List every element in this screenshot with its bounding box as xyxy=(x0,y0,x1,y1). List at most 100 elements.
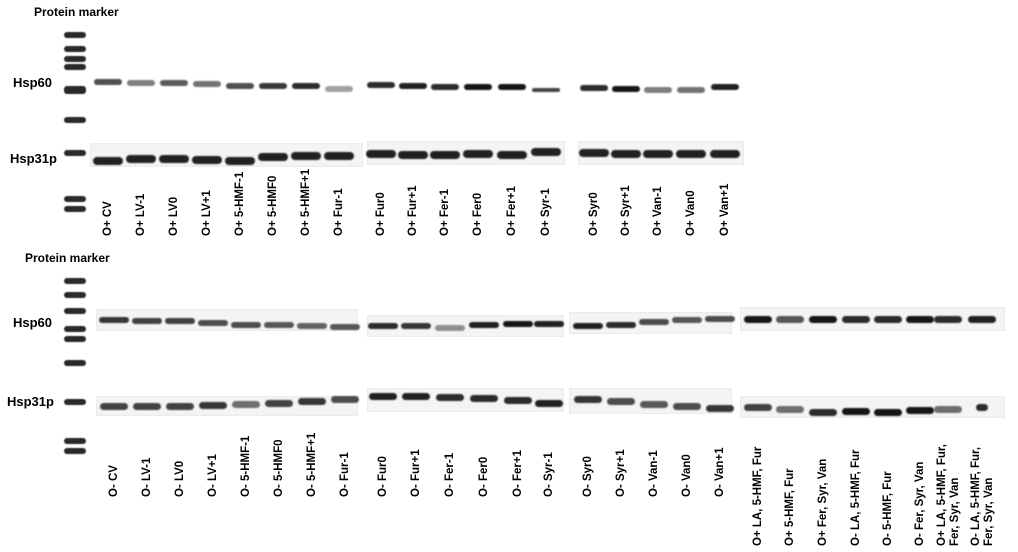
bottom-hsp31p-band-combined xyxy=(934,406,962,413)
bottom-hsp60-band xyxy=(264,322,294,328)
bottom-lane-label: O- Fer0 xyxy=(478,456,490,497)
bottom-hsp60-band-combined xyxy=(809,316,837,323)
bottom-hsp31p-band xyxy=(504,397,532,404)
top-hsp60-band xyxy=(259,83,287,89)
top-hsp60-band xyxy=(325,86,353,92)
bottom-protein-marker-header: Protein marker xyxy=(25,251,110,265)
top-hsp31p-band xyxy=(192,156,222,164)
top-hsp60-label: Hsp60 xyxy=(13,75,53,90)
bottom-hsp31p-band-combined xyxy=(842,408,870,415)
top-hsp31p-band xyxy=(291,152,321,160)
bottom-hsp60-band xyxy=(534,321,564,327)
top-hsp31p-band xyxy=(398,151,428,159)
bottom-hsp31p-band xyxy=(402,393,430,400)
bottom-hsp31p-band xyxy=(470,395,498,402)
bottom-hsp60-band xyxy=(672,317,702,323)
top-lane-label: O+ CV xyxy=(102,201,114,236)
bottom-lane-label: O- 5-HMF0 xyxy=(273,439,285,498)
top-hsp60-band xyxy=(193,81,221,87)
top-hsp60-band xyxy=(644,87,672,93)
bottom-combined-lane-label: O+ Fer, Syr, Van xyxy=(817,458,829,546)
bottom-hsp60-band xyxy=(165,318,195,324)
bottom-hsp31p-band xyxy=(607,398,635,405)
bottom-hsp31p-band xyxy=(369,393,397,400)
bottom-lane-label: O- Fer+1 xyxy=(512,450,524,497)
bottom-hsp60-band-combined xyxy=(934,316,962,323)
top-lane-label: O+ LV+1 xyxy=(201,190,213,236)
bottom-hsp60-band-combined xyxy=(968,316,996,323)
bottom-hsp31p-band xyxy=(535,400,563,407)
bottom-hsp60-band-combined xyxy=(776,316,804,323)
bottom-hsp60-band xyxy=(231,322,261,328)
bottom-hsp31p-band xyxy=(133,403,161,410)
top-lane-label: O+ Fur+1 xyxy=(407,185,419,237)
top-hsp60-band xyxy=(612,86,640,92)
bottom-combined-lane-label: O+ LA, 5-HMF, Fur, xyxy=(936,444,948,546)
bottom-lane-label: O- Fer-1 xyxy=(444,452,456,497)
top-hsp31p-band xyxy=(611,150,641,158)
top-hsp60-band xyxy=(292,83,320,89)
bottom-hsp60-band-combined xyxy=(874,316,902,323)
bottom-hsp31p-band xyxy=(265,400,293,407)
top-hsp60-band xyxy=(677,87,705,93)
bottom-hsp60-band xyxy=(639,319,669,325)
bottom-combined-lane-label: O+ LA, 5-HMF, Fur xyxy=(752,446,764,546)
top-hsp31p-band xyxy=(676,150,706,158)
bottom-lane-label: O- Syr+1 xyxy=(615,449,627,497)
top-lane-label: O+ Syr-1 xyxy=(540,188,552,236)
top-hsp31p-band xyxy=(710,150,740,158)
top-hsp60-band xyxy=(711,84,739,90)
bottom-hsp60-band xyxy=(705,316,735,322)
top-lane-label: O+ Van+1 xyxy=(719,183,731,236)
top-hsp60-band xyxy=(367,82,395,88)
bottom-lane-label: O- Fur-1 xyxy=(339,452,351,497)
bottom-hsp31p-band xyxy=(166,403,194,410)
bottom-hsp31p-band xyxy=(574,396,602,403)
top-lane-label: O+ Fer+1 xyxy=(506,186,518,236)
bottom-lane-label: O- Fur0 xyxy=(377,456,389,497)
bottom-lane-label: O- Syr0 xyxy=(582,456,594,497)
bottom-hsp60-blot-b xyxy=(367,315,564,337)
bottom-lane-label: O- Van+1 xyxy=(714,447,726,497)
top-hsp31p-band xyxy=(93,157,123,165)
bottom-hsp31p-band xyxy=(100,403,128,410)
bottom-hsp31p-blot-b xyxy=(367,388,564,412)
bottom-combined-lane-label: O- 5-HMF, Fur xyxy=(882,471,894,546)
bottom-hsp31p-band-combined xyxy=(906,407,934,414)
bottom-hsp60-band xyxy=(401,323,431,329)
top-hsp60-band xyxy=(464,84,492,90)
bottom-hsp60-band xyxy=(198,320,228,326)
bottom-combined-lane-label: O- LA, 5-HMF, Fur, xyxy=(970,446,982,546)
bottom-hsp60-band xyxy=(503,321,533,327)
top-hsp60-band xyxy=(431,84,459,90)
bottom-combined-lane-label: O- Fer, Syr, Van xyxy=(914,461,926,546)
top-hsp60-band xyxy=(160,80,188,86)
bottom-lane-label: O- LV0 xyxy=(174,460,186,497)
bottom-combined-lane-label: O+ 5-HMF, Fur xyxy=(784,468,796,546)
top-lane-label: O+ 5-HMF+1 xyxy=(300,168,312,236)
top-lane-label: O+ LV-1 xyxy=(135,193,147,236)
bottom-hsp60-label: Hsp60 xyxy=(13,315,53,330)
top-lane-label: O+ Van0 xyxy=(685,190,697,236)
top-lane-label: O+ Syr0 xyxy=(588,192,600,236)
bottom-hsp31p-band xyxy=(436,394,464,401)
top-hsp31p-band xyxy=(324,152,354,160)
bottom-lane-label: O- LV-1 xyxy=(141,457,153,497)
top-lane-label: O+ Fur-1 xyxy=(333,188,345,236)
top-hsp31p-band xyxy=(531,148,561,156)
top-hsp60-band xyxy=(498,84,526,90)
bottom-hsp60-band xyxy=(606,322,636,328)
top-hsp31p-band xyxy=(497,151,527,159)
top-hsp60-band xyxy=(226,83,254,89)
bottom-hsp60-band xyxy=(297,323,327,329)
top-lane-label: O+ Fer-1 xyxy=(439,189,451,236)
top-hsp31p-band xyxy=(225,157,255,165)
bottom-hsp60-band xyxy=(573,323,603,329)
top-lane-label: O+ Fur0 xyxy=(375,192,387,236)
bottom-hsp31p-band xyxy=(331,396,359,403)
bottom-hsp31p-band-combined xyxy=(874,409,902,416)
bottom-hsp60-band-combined xyxy=(744,316,772,323)
top-hsp31p-band xyxy=(643,150,673,158)
bottom-combined-lane-label: O- LA, 5-HMF, Fur xyxy=(850,449,862,546)
